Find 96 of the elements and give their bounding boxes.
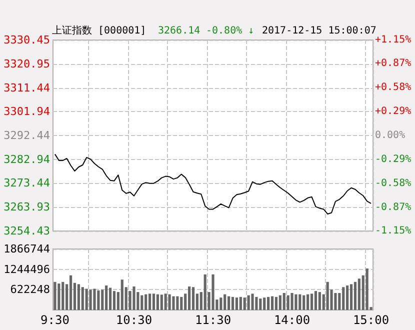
bar [192,287,195,310]
bar [62,282,64,310]
y-tick-label: 3254.43 [4,224,50,238]
bar [310,294,314,310]
bar [239,296,242,310]
bar [282,293,286,310]
x-tick-label: 9:30 [40,313,70,327]
y-tick-label: 3292.44 [4,129,50,142]
bar [228,296,230,310]
bar [69,275,72,310]
bar [148,294,152,310]
bar [212,274,214,310]
y2-tick-label: +0.87% [375,58,412,69]
bar [85,288,88,310]
bar [334,293,337,310]
bar [105,285,108,310]
bar [54,282,56,310]
y-tick-label: 3320.95 [4,57,50,70]
bar [204,274,206,310]
bar [243,298,246,310]
bar [302,295,306,310]
x-tick-label: 15:00 [352,313,390,327]
bar [270,296,274,310]
bar [286,295,290,310]
bar [350,284,353,310]
bar [251,294,254,310]
bar [152,294,156,310]
y2-tick-label: 0.00% [375,130,406,141]
line-series [54,154,372,214]
text: 2017-12-15 15:00:07 [262,26,376,36]
bar [290,293,294,310]
bar [160,294,163,310]
y2-tick-label: -0.29% [375,154,412,166]
bar [224,294,226,310]
bar [267,296,270,310]
bar [112,291,116,310]
y2-tick-label: -0.87% [375,202,412,214]
bar [188,286,191,310]
bar [247,295,250,310]
y-tick-label: 3273.44 [4,176,50,190]
bar [89,290,92,310]
bar [168,294,171,310]
bar [274,296,278,310]
bar [318,292,321,310]
bar [77,284,80,310]
bar [358,278,360,310]
bar [176,296,179,310]
bar [132,286,136,310]
y2-tick-label: +0.58% [375,82,412,93]
bar [342,287,345,310]
bar [326,282,329,310]
bar [101,290,104,310]
bar [220,298,222,310]
bar [108,288,112,310]
bar [172,296,175,310]
x-tick-label: 10:30 [116,313,152,327]
y-tick-label: 3311.44 [4,81,50,94]
y2-tick-label: -1.15% [375,226,412,236]
y-tick-label: 3282.94 [4,152,50,166]
y2-tick-label: +0.29% [375,106,412,117]
y-tick-label: 3330.45 [4,34,50,46]
y2-tick-label: -0.58% [375,178,412,190]
bar [58,284,60,310]
bar [259,298,262,310]
bar [354,282,357,310]
bar [120,280,124,310]
bar [164,294,167,310]
bar [97,290,100,310]
text: 3266.14 [158,26,200,36]
bar [140,295,144,310]
bar [294,294,298,310]
bar [231,296,234,310]
bar [156,294,159,310]
bar [235,298,238,310]
bar [314,291,318,310]
bar [255,296,258,310]
chart-title: 上证指数 [000001] [52,24,146,36]
bar [346,285,349,310]
y-tick-label: 1866744 [4,242,50,256]
y-tick-label: 1244496 [4,262,50,276]
y-tick-label: 3301.94 [4,105,50,118]
bar [180,296,183,310]
bar [306,294,310,310]
y-tick-label: 3263.93 [4,200,50,214]
bar [93,288,96,310]
bar [278,295,282,310]
y2-tick-label: +1.15% [375,34,412,46]
bar [263,298,266,310]
bar [81,287,84,310]
x-tick-label: 14:00 [274,313,310,327]
bar [366,268,368,310]
y-tick-label: 622248 [10,283,50,296]
bar [144,294,148,310]
x-tick-label: 11:30 [194,313,232,327]
bar [298,294,302,310]
text: -0.80% ↓ [206,26,254,36]
